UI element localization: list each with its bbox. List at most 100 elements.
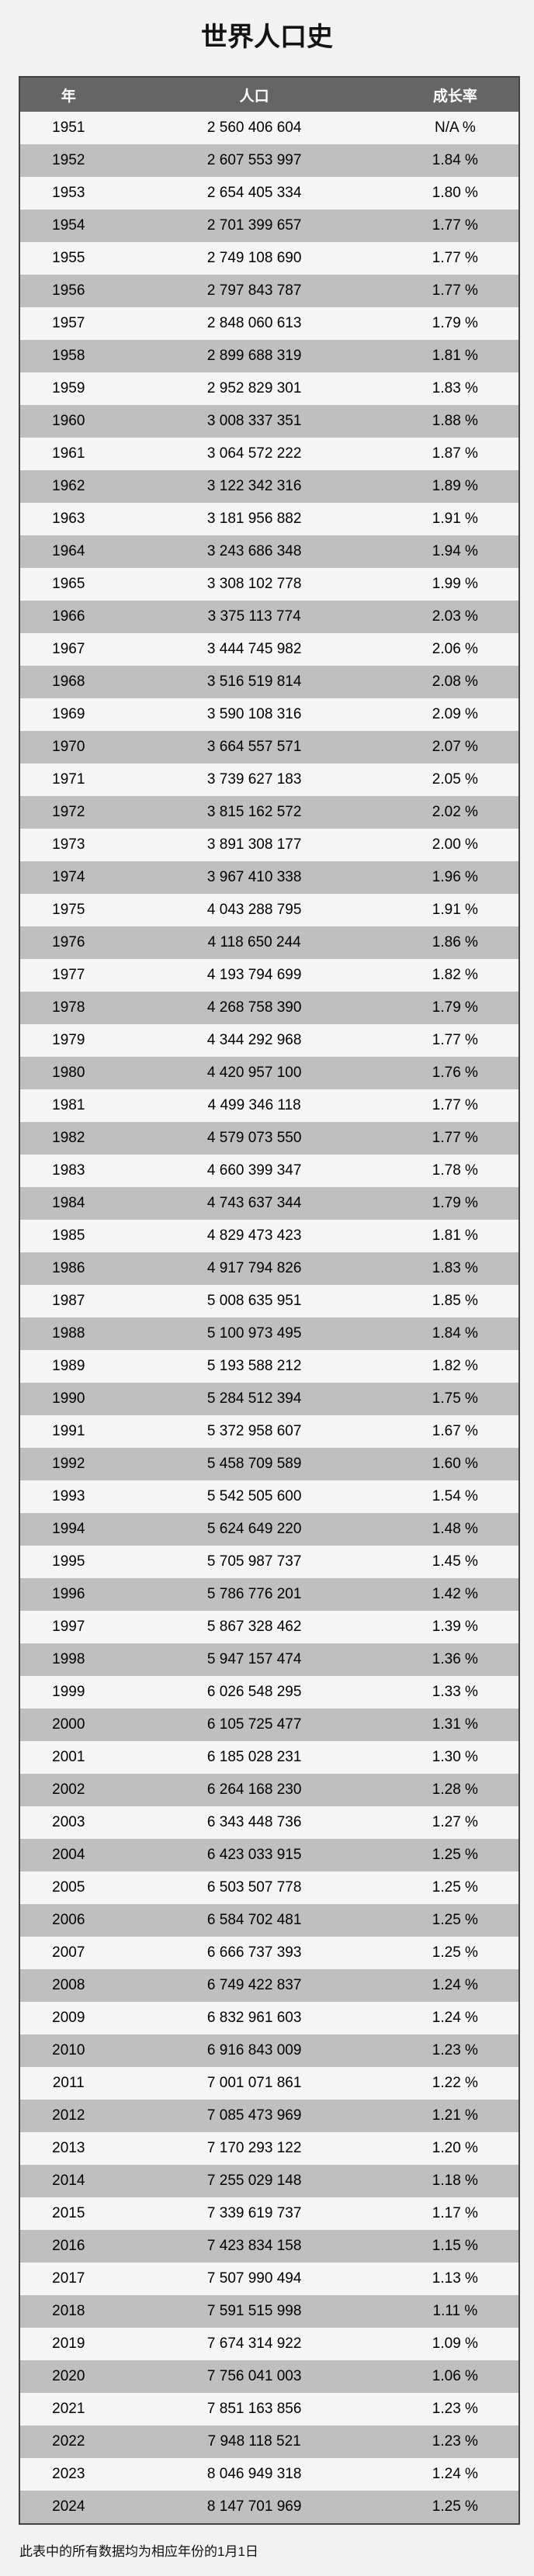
table-row: 1968 3 516 519 814 2.08 %: [19, 666, 519, 698]
table-row: 1989 5 193 588 212 1.82 %: [19, 1350, 519, 1383]
growth-rate-cell: 1.91 %: [432, 511, 478, 527]
population-cell: 2 749 108 690: [206, 250, 302, 266]
table-row: 2005 6 503 507 778 1.25 %: [19, 1871, 519, 1904]
growth-rate-cell: 1.23 %: [432, 2401, 478, 2417]
growth-rate-cell: 1.11 %: [432, 2303, 478, 2319]
growth-rate-cell: 1.67 %: [432, 1423, 478, 1439]
growth-rate-cell: 1.78 %: [432, 1162, 478, 1179]
population-cell: 5 372 958 607: [206, 1423, 302, 1439]
population-cell: 5 705 987 737: [206, 1553, 302, 1570]
table-row: 1998 5 947 157 474 1.36 %: [19, 1643, 519, 1676]
year-cell: 2007: [52, 1944, 85, 1961]
year-cell: 2023: [52, 2466, 85, 2482]
population-cell: 6 343 448 736: [206, 1814, 302, 1830]
table-row: 1966 3 375 113 774 2.03 %: [19, 601, 519, 633]
growth-rate-cell: 1.86 %: [432, 934, 478, 950]
table-row: 1995 5 705 987 737 1.45 %: [19, 1546, 519, 1578]
year-cell: 1985: [52, 1227, 85, 1244]
table-row: 2013 7 170 293 122 1.20 %: [19, 2132, 519, 2165]
year-cell: 1967: [52, 641, 85, 657]
year-cell: 2014: [52, 2173, 85, 2189]
table-row: 2019 7 674 314 922 1.09 %: [19, 2328, 519, 2360]
table-row: 2015 7 339 619 737 1.17 %: [19, 2197, 519, 2230]
population-cell: 4 579 073 550: [206, 1130, 302, 1146]
year-cell: 1968: [52, 673, 85, 690]
year-cell: 2017: [52, 2270, 85, 2287]
population-cell: 4 043 288 795: [206, 902, 302, 918]
year-cell: 2021: [52, 2401, 85, 2417]
year-cell: 1977: [52, 967, 85, 983]
table-row: 1980 4 420 957 100 1.76 %: [19, 1057, 519, 1089]
population-cell: 3 375 113 774: [207, 608, 301, 625]
table-row: 1967 3 444 745 982 2.06 %: [19, 633, 519, 666]
population-cell: 2 607 553 997: [206, 152, 302, 168]
table-row: 1981 4 499 346 118 1.77 %: [19, 1089, 519, 1122]
growth-rate-cell: 1.82 %: [432, 967, 478, 983]
table-row: 2011 7 001 071 861 1.22 %: [19, 2067, 519, 2100]
page-title: 世界人口史: [201, 23, 333, 52]
population-cell: 7 756 041 003: [206, 2368, 302, 2384]
year-cell: 1973: [52, 836, 85, 853]
growth-rate-cell: 1.94 %: [432, 543, 478, 559]
year-cell: 1952: [52, 152, 85, 168]
population-cell: 6 503 507 778: [206, 1879, 302, 1896]
growth-rate-cell: 1.77 %: [432, 1032, 478, 1048]
year-cell: 1980: [52, 1065, 85, 1081]
year-cell: 1997: [52, 1619, 85, 1635]
population-cell: 3 008 337 351: [206, 413, 302, 429]
growth-rate-cell: 1.23 %: [432, 2433, 478, 2450]
growth-rate-cell: 1.25 %: [432, 1847, 478, 1863]
growth-rate-cell: 1.31 %: [432, 1716, 478, 1733]
table-row: 1977 4 193 794 699 1.82 %: [19, 959, 519, 992]
population-cell: 2 899 688 319: [206, 348, 302, 364]
population-cell: 3 815 162 572: [206, 804, 302, 820]
growth-rate-cell: 1.18 %: [432, 2173, 478, 2189]
growth-rate-cell: 1.88 %: [432, 413, 478, 429]
growth-rate-cell: 1.36 %: [432, 1651, 478, 1667]
table-row: 1985 4 829 473 423 1.81 %: [19, 1220, 519, 1252]
table-row: 2001 6 185 028 231 1.30 %: [19, 1741, 519, 1774]
year-cell: 2024: [52, 2498, 85, 2515]
table-row: 2014 7 255 029 148 1.18 %: [19, 2165, 519, 2197]
table-row: 1962 3 122 342 316 1.89 %: [19, 470, 519, 503]
year-cell: 1991: [52, 1423, 85, 1439]
population-cell: 4 344 292 968: [206, 1032, 302, 1048]
table-row: 1965 3 308 102 778 1.99 %: [19, 568, 519, 601]
growth-rate-cell: 1.25 %: [432, 1879, 478, 1896]
table-row: 1976 4 118 650 244 1.86 %: [19, 926, 519, 959]
table-row: 2023 8 046 949 318 1.24 %: [19, 2458, 519, 2491]
table-row: 1996 5 786 776 201 1.42 %: [19, 1578, 519, 1611]
growth-rate-cell: 1.75 %: [432, 1390, 478, 1407]
growth-rate-cell: 1.77 %: [432, 250, 478, 266]
table-row: 1958 2 899 688 319 1.81 %: [19, 340, 519, 372]
population-cell: 6 584 702 481: [206, 1912, 302, 1928]
population-cell: 4 420 957 100: [206, 1065, 302, 1081]
table-body: 1951 2 560 406 604 N/A % 1952 2 607 553 997 1…: [19, 112, 519, 2524]
population-cell: 3 064 572 222: [206, 445, 302, 462]
population-cell: 5 008 635 951: [206, 1293, 302, 1309]
table-row: 1979 4 344 292 968 1.77 %: [19, 1024, 519, 1057]
growth-rate-cell: 1.84 %: [432, 152, 478, 168]
table-row: 1955 2 749 108 690 1.77 %: [19, 242, 519, 275]
year-cell: 1961: [52, 445, 85, 462]
year-cell: 2019: [52, 2335, 85, 2352]
table-row: 2020 7 756 041 003 1.06 %: [19, 2360, 519, 2393]
growth-rate-cell: 1.96 %: [432, 869, 478, 885]
population-cell: 4 193 794 699: [206, 967, 302, 983]
growth-rate-cell: 1.91 %: [432, 902, 478, 918]
population-cell: 3 243 686 348: [206, 543, 302, 559]
growth-rate-cell: 1.13 %: [432, 2270, 478, 2287]
population-cell: 2 797 843 787: [206, 282, 302, 299]
population-cell: 4 829 473 423: [206, 1227, 302, 1244]
table-row: 1999 6 026 548 295 1.33 %: [19, 1676, 519, 1709]
population-cell: 7 170 293 122: [206, 2140, 302, 2156]
population-cell: 4 118 650 244: [207, 934, 301, 950]
growth-rate-cell: 2.02 %: [432, 804, 478, 820]
population-cell: 7 851 163 856: [206, 2401, 302, 2417]
population-cell: 3 181 956 882: [206, 511, 302, 527]
table-row: 1964 3 243 686 348 1.94 %: [19, 535, 519, 568]
growth-rate-cell: 1.25 %: [432, 1912, 478, 1928]
table-row: 2000 6 105 725 477 1.31 %: [19, 1709, 519, 1741]
table-row: 2006 6 584 702 481 1.25 %: [19, 1904, 519, 1937]
growth-rate-cell: 1.77 %: [432, 1130, 478, 1146]
